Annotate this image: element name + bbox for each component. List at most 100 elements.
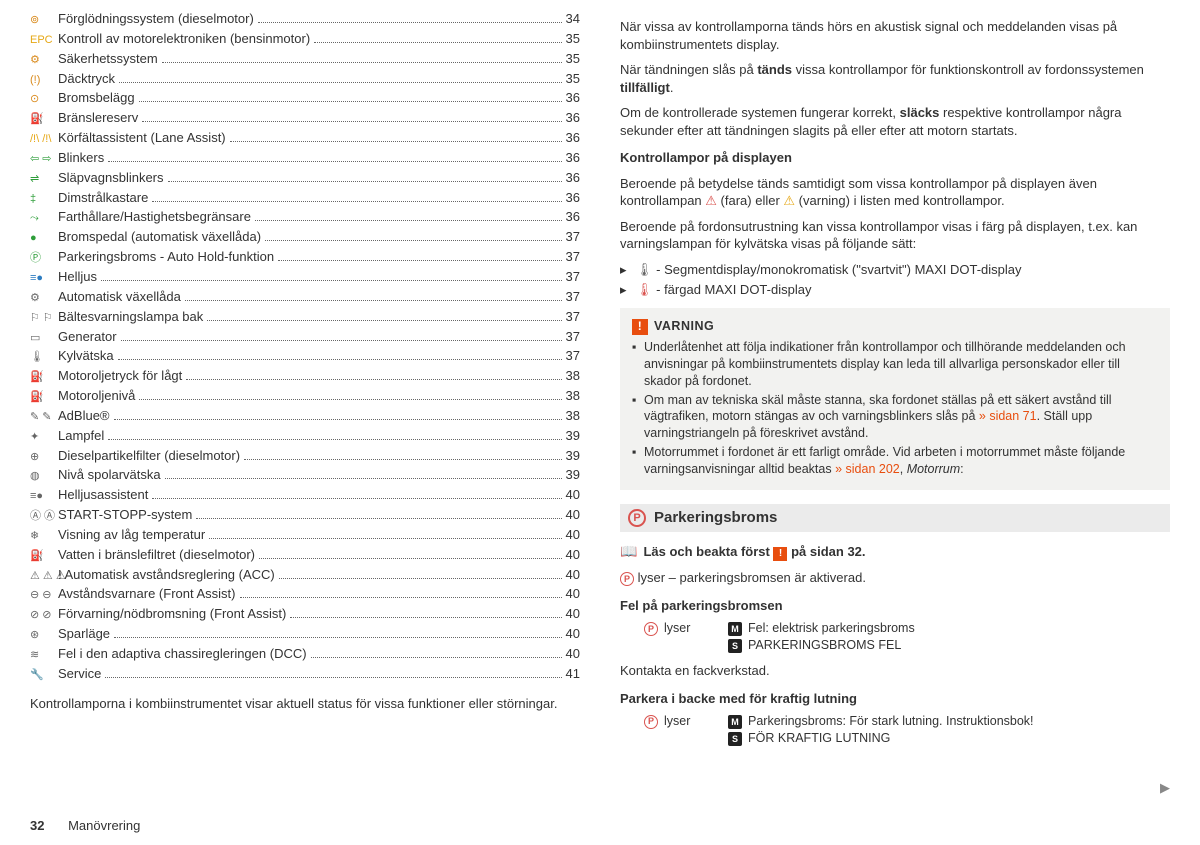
toc-row[interactable]: ▭Generator37 <box>30 328 580 346</box>
toc-row[interactable]: ⇦ ⇨Blinkers36 <box>30 149 580 167</box>
toc-label: Bromsbelägg <box>58 89 135 107</box>
toc-row[interactable]: 🌡Kylvätska37 <box>30 347 580 365</box>
toc-row[interactable]: ❄Visning av låg temperatur40 <box>30 526 580 544</box>
toc-leader-dots <box>240 597 562 598</box>
toc-label: Parkeringsbroms - Auto Hold-funktion <box>58 248 274 266</box>
toc-row[interactable]: ✎ ✎AdBlue®38 <box>30 407 580 425</box>
toc-row[interactable]: EPCKontroll av motorelektroniken (bensin… <box>30 30 580 48</box>
toc-page-number: 40 <box>566 546 580 564</box>
toc-label: Vatten i bränslefiltret (dieselmotor) <box>58 546 255 564</box>
toc-label: Blinkers <box>58 149 104 167</box>
toc-row[interactable]: ≡●Helljus37 <box>30 268 580 286</box>
parking-brake-icon: P <box>620 572 634 586</box>
toc-label: Avståndsvarnare (Front Assist) <box>58 585 236 603</box>
toc-page-number: 39 <box>566 427 580 445</box>
toc-row[interactable]: ⇌Släpvagnsblinkers36 <box>30 169 580 187</box>
toc-row[interactable]: ◍Nivå spolarvätska39 <box>30 466 580 484</box>
warning-heading: ! VARNING <box>632 318 1158 335</box>
toc-label: Däcktryck <box>58 70 115 88</box>
toc-leader-dots <box>314 42 561 43</box>
toc-page-number: 35 <box>566 50 580 68</box>
toc-indicator-icon: (!) <box>30 73 58 88</box>
toc-indicator-icon: ⛽ <box>30 390 58 405</box>
toc-page-number: 37 <box>566 248 580 266</box>
toc-leader-dots <box>165 478 562 479</box>
toc-page-number: 40 <box>566 605 580 623</box>
toc-label: Motoroljenivå <box>58 387 135 405</box>
toc-leader-dots <box>101 280 562 281</box>
toc-label: Farthållare/Hastighetsbegränsare <box>58 208 251 226</box>
toc-indicator-icon: ⇌ <box>30 172 58 187</box>
toc-leader-dots <box>168 181 562 182</box>
m-badge-icon: M <box>728 622 742 636</box>
toc-row[interactable]: ⊚Förglödningssystem (dieselmotor)34 <box>30 10 580 28</box>
toc-row[interactable]: ●Bromspedal (automatisk växellåda)37 <box>30 228 580 246</box>
toc-indicator-icon: ⊙ <box>30 92 58 107</box>
toc-label: Sparläge <box>58 625 110 643</box>
toc-row[interactable]: ‡Dimstrålkastare36 <box>30 189 580 207</box>
toc-label: Helljus <box>58 268 97 286</box>
toc-indicator-icon: ≋ <box>30 648 58 663</box>
toc-page-number: 40 <box>566 566 580 584</box>
toc-row[interactable]: ⊙Bromsbelägg 36 <box>30 89 580 107</box>
toc-row[interactable]: ⓅParkeringsbroms - Auto Hold-funktion37 <box>30 248 580 266</box>
fault-message-row: Plyser MFel: elektrisk parkeringsbroms S… <box>644 620 1170 654</box>
book-icon: 📖 <box>620 542 637 561</box>
toc-label: START-STOPP-system <box>58 506 192 524</box>
para-ignition: När tändningen slås på tänds vissa kontr… <box>620 61 1170 96</box>
toc-row[interactable]: 🔧Service41 <box>30 665 580 683</box>
toc-page-number: 40 <box>566 645 580 663</box>
toc-label: Förvarning/nödbromsning (Front Assist) <box>58 605 286 623</box>
toc-row[interactable]: ⛽Vatten i bränslefiltret (dieselmotor)40 <box>30 546 580 564</box>
toc-row[interactable]: Ⓐ ⒶSTART-STOPP-system40 <box>30 506 580 524</box>
page-link-202[interactable]: » sidan 202 <box>835 462 900 476</box>
toc-row[interactable]: /!\ /!\Körfältassistent (Lane Assist)36 <box>30 129 580 147</box>
page-footer: 32 Manövrering <box>30 817 140 835</box>
toc-leader-dots <box>162 62 562 63</box>
toc-leader-dots <box>196 518 561 519</box>
toc-leader-dots <box>185 300 562 301</box>
parking-brake-active: P lyser – parkeringsbromsen är aktiverad… <box>620 569 1170 587</box>
toc-row[interactable]: ≋Fel i den adaptiva chassiregleringen (D… <box>30 645 580 663</box>
toc-leader-dots <box>244 459 561 460</box>
toc-row[interactable]: ⊖ ⊖Avståndsvarnare (Front Assist)40 <box>30 585 580 603</box>
parking-brake-icon: P <box>644 715 658 729</box>
toc-page-number: 39 <box>566 466 580 484</box>
toc-page-number: 41 <box>566 665 580 683</box>
parking-brake-icon: P <box>644 622 658 636</box>
para-acoustic: När vissa av kontrollamporna tänds hörs … <box>620 18 1170 53</box>
toc-row[interactable]: ⚙Säkerhetssystem35 <box>30 50 580 68</box>
toc-row[interactable]: ⊕Dieselpartikelfilter (dieselmotor)39 <box>30 447 580 465</box>
toc-indicator-icon: ⚠ ⚠ ⚠ <box>30 569 58 584</box>
toc-row[interactable]: ⚙Automatisk växellåda37 <box>30 288 580 306</box>
right-column: När vissa av kontrollamporna tänds hörs … <box>620 10 1170 753</box>
toc-row[interactable]: ⚠ ⚠ ⚠! Automatisk avståndsreglering (ACC… <box>30 566 580 584</box>
toc-page-number: 36 <box>566 149 580 167</box>
toc-row[interactable]: ⛽Motoroljenivå38 <box>30 387 580 405</box>
toc-row[interactable]: ⊘ ⊘Förvarning/nödbromsning (Front Assist… <box>30 605 580 623</box>
toc-row[interactable]: ⚐ ⚐Bältesvarningslampa bak37 <box>30 308 580 326</box>
page-number: 32 <box>30 818 44 833</box>
toc-row[interactable]: (!)Däcktryck35 <box>30 70 580 88</box>
toc-row[interactable]: ⤳Farthållare/Hastighetsbegränsare36 <box>30 208 580 226</box>
toc-label: Förglödningssystem (dieselmotor) <box>58 10 254 28</box>
page-link-71[interactable]: » sidan 71 <box>979 409 1037 423</box>
toc-leader-dots <box>186 379 561 380</box>
toc-row[interactable]: ≡●Helljusassistent40 <box>30 486 580 504</box>
continuation-arrow-icon: ▶ <box>1160 779 1170 797</box>
parking-brake-icon: P <box>628 509 646 527</box>
toc-page-number: 36 <box>566 89 580 107</box>
toc-row[interactable]: ✦Lampfel39 <box>30 427 580 445</box>
toc-row[interactable]: ⛽Motoroljetryck för lågt38 <box>30 367 580 385</box>
warning-item: ▪Om man av tekniska skäl måste stanna, s… <box>632 392 1158 443</box>
toc-indicator-icon: EPC <box>30 33 58 48</box>
toc-indicator-icon: Ⓐ Ⓐ <box>30 509 58 524</box>
toc-row[interactable]: ⛽Bränslereserv36 <box>30 109 580 127</box>
toc-indicator-icon: ⛽ <box>30 370 58 385</box>
toc-indicator-icon: ⚐ ⚐ <box>30 311 58 326</box>
toc-page-number: 37 <box>566 288 580 306</box>
toc-indicator-icon: ✦ <box>30 430 58 445</box>
para-extinguish: Om de kontrollerade systemen fungerar ko… <box>620 104 1170 139</box>
toc-row[interactable]: ⊛Sparläge40 <box>30 625 580 643</box>
toc-label: Bältesvarningslampa bak <box>58 308 203 326</box>
